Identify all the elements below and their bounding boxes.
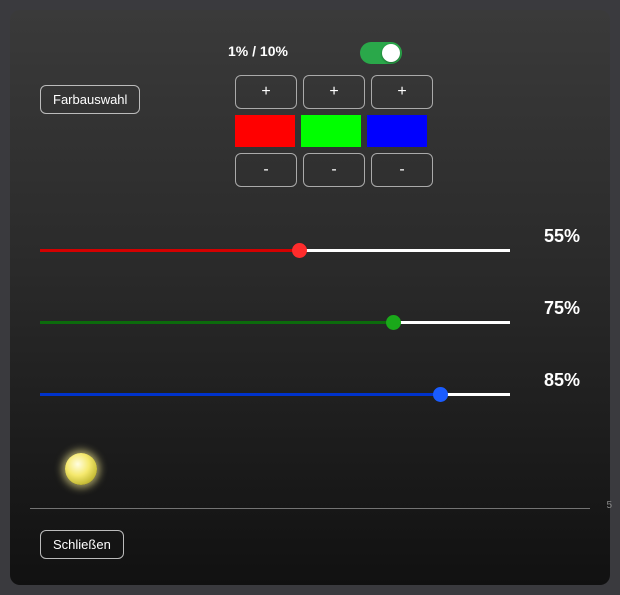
green-slider-thumb[interactable]	[386, 315, 401, 330]
red-minus-button[interactable]: -	[235, 153, 297, 187]
swatch-green	[301, 115, 361, 147]
green-track-rest	[393, 321, 510, 324]
red-slider[interactable]	[40, 249, 510, 252]
stepper-plus-row: + + +	[235, 75, 433, 109]
close-button[interactable]: Schließen	[40, 530, 124, 559]
step-size-toggle[interactable]	[360, 42, 402, 64]
swatch-blue	[367, 115, 427, 147]
red-slider-thumb[interactable]	[292, 243, 307, 258]
red-pct-label: 55%	[544, 226, 580, 247]
red-track-fill	[40, 249, 299, 252]
green-slider[interactable]	[40, 321, 510, 324]
green-slider-row: 75%	[40, 310, 580, 334]
blue-minus-button[interactable]: -	[371, 153, 433, 187]
color-select-button[interactable]: Farbauswahl	[40, 85, 140, 114]
color-panel: 1% / 10% Farbauswahl + + + - - -	[10, 10, 610, 585]
swatch-red	[235, 115, 295, 147]
step-size-label: 1% / 10%	[228, 43, 288, 59]
top-row: 1% / 10%	[10, 40, 610, 68]
divider	[30, 508, 590, 509]
blue-plus-button[interactable]: +	[371, 75, 433, 109]
red-plus-button[interactable]: +	[235, 75, 297, 109]
green-pct-label: 75%	[544, 298, 580, 319]
axis-tick: 5	[606, 500, 612, 511]
stepper-grid: + + + - - -	[235, 75, 433, 193]
stepper-minus-row: - - -	[235, 153, 433, 187]
swatch-row	[235, 115, 433, 147]
lightbulb-icon[interactable]	[65, 453, 97, 485]
red-slider-row: 55%	[40, 238, 580, 262]
green-minus-button[interactable]: -	[303, 153, 365, 187]
blue-slider-thumb[interactable]	[433, 387, 448, 402]
toggle-knob	[382, 44, 400, 62]
blue-track-rest	[440, 393, 510, 396]
red-track-rest	[299, 249, 510, 252]
blue-slider[interactable]	[40, 393, 510, 396]
blue-slider-row: 85%	[40, 382, 580, 406]
blue-pct-label: 85%	[544, 370, 580, 391]
slider-area: 55% 75% 85%	[40, 238, 580, 454]
green-plus-button[interactable]: +	[303, 75, 365, 109]
blue-track-fill	[40, 393, 440, 396]
green-track-fill	[40, 321, 393, 324]
